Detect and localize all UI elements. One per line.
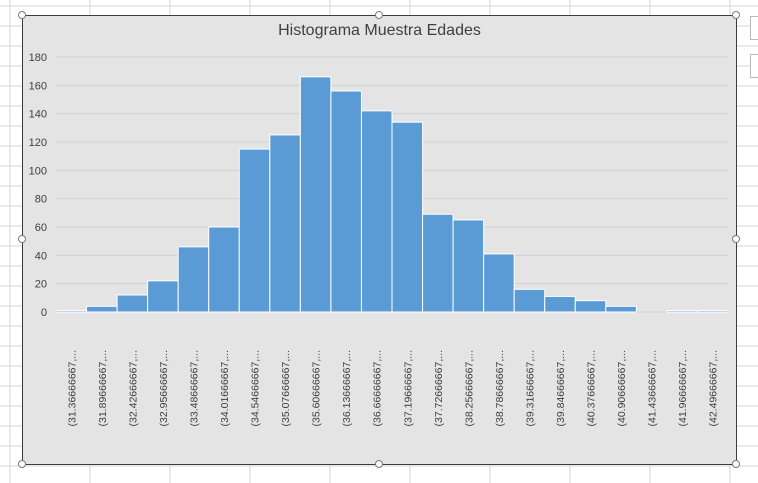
resize-handle-bottom-center[interactable] [375,460,383,468]
x-tick-label: (40.90666667,... [616,350,628,426]
x-tick-label: (35.60666667,... [311,350,323,426]
x-tick-label: (41.43666667,... [647,350,659,426]
chart-styles-button[interactable] [750,54,758,78]
y-tick-label: 20 [35,279,47,291]
y-tick-label: 0 [41,307,47,319]
histogram-bar[interactable] [147,280,179,313]
x-tick-label: (32.95666667,... [158,350,170,426]
histogram-bar[interactable] [269,134,301,313]
histogram-bar[interactable] [208,226,240,313]
histogram-bar[interactable] [483,253,515,313]
x-tick-label: (32.42666667,... [127,350,139,426]
x-tick-label: (33.48666667,... [188,350,200,426]
x-tick-label: (39.84666667,... [555,350,567,426]
y-tick-label: 180 [29,52,47,64]
x-tick-label: (40.37666667,... [586,350,598,426]
resize-handle-middle-left[interactable] [18,235,26,243]
y-tick-label: 80 [35,194,47,206]
chart-elements-button[interactable] [750,16,758,40]
y-tick-label: 160 [29,80,47,92]
resize-handle-bottom-left[interactable] [18,460,26,468]
x-tick-label: (31.89666667,... [97,350,109,426]
y-tick-label: 140 [29,109,47,121]
resize-handle-top-left[interactable] [18,11,26,19]
resize-handle-middle-right[interactable] [732,235,740,243]
x-tick-label: (42.49666667,... [708,350,720,426]
x-tick-label: (31.36666667,... [66,350,78,426]
y-tick-label: 60 [35,222,47,234]
histogram-bar[interactable] [177,246,210,313]
histogram-bar[interactable] [55,310,88,313]
histogram-bar[interactable] [330,90,362,313]
histogram-bar[interactable] [666,310,698,313]
chart-title: Histograma Muestra Edades [278,22,481,39]
histogram-bar[interactable] [605,305,637,313]
histogram-bar[interactable] [513,288,546,313]
x-tick-label: (38.25666667,... [463,350,475,426]
x-tick-label: (35.07666667,... [280,350,292,426]
histogram-bar[interactable] [86,305,118,313]
y-tick-label: 40 [35,250,47,262]
resize-handle-top-right[interactable] [732,11,740,19]
x-tick-label: (36.66666667,... [372,350,384,426]
resize-handle-bottom-right[interactable] [732,460,740,468]
histogram-bar[interactable] [299,76,332,313]
histogram-bar[interactable] [116,294,149,313]
histogram-bar[interactable] [696,310,729,313]
x-tick-label: (34.54666667,... [250,350,262,426]
histogram-bar[interactable] [391,121,424,313]
x-tick-label: (36.13666667,... [341,350,353,426]
histogram-bar[interactable] [360,110,393,313]
y-tick-label: 100 [29,165,47,177]
x-tick-label: (41.96666667,... [677,350,689,426]
x-tick-label: (34.01666667,... [219,350,231,426]
x-tick-label: (38.78666667,... [494,350,506,426]
histogram-bar[interactable] [422,213,454,313]
histogram-bar[interactable] [544,295,576,313]
histogram-bar[interactable] [238,148,271,313]
histogram-bar[interactable] [574,300,607,313]
x-tick-label: (37.19666667,... [402,350,414,426]
x-tick-label: (37.72666667,... [433,350,445,426]
resize-handle-top-center[interactable] [375,11,383,19]
x-tick-label: (39.31666667,... [524,350,536,426]
histogram-bar[interactable] [452,219,485,313]
y-tick-label: 120 [29,137,47,149]
